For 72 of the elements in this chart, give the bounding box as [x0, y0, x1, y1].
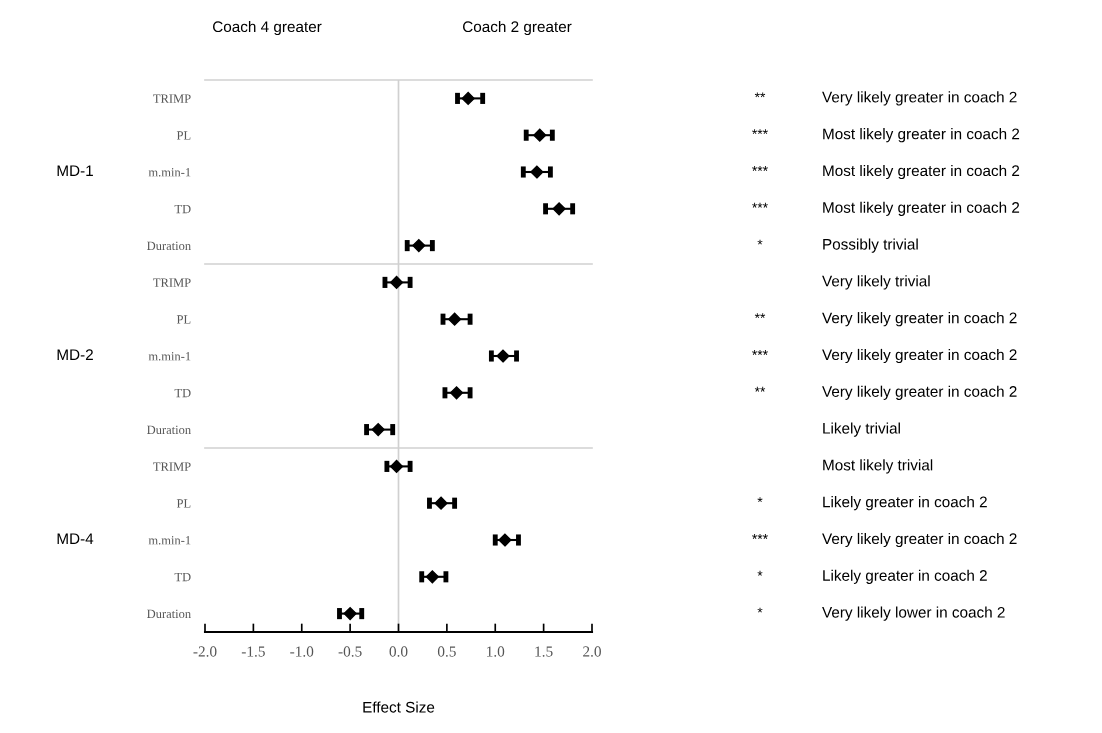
- y-tick-label: Duration: [147, 609, 191, 619]
- text: Very likely greater in coach 2: [822, 91, 1017, 106]
- x-tick-label: 1.5: [535, 646, 553, 657]
- text: Most likely greater in coach 2: [823, 201, 1020, 216]
- y-tick-label: Duration: [147, 425, 191, 435]
- point: [343, 607, 357, 621]
- y-tick-label: TRIMP: [153, 278, 191, 287]
- point: [461, 91, 475, 105]
- text: Very likely greater in coach 2: [822, 348, 1017, 364]
- text: Coach 4 greater: [213, 20, 322, 36]
- point: [412, 239, 426, 253]
- x-tick-label: -2.0: [193, 646, 217, 657]
- data-label: **: [754, 92, 766, 98]
- text: Most likely trivial: [823, 459, 933, 474]
- x-axis-title: Effect Size: [363, 701, 435, 713]
- data-label: **: [754, 313, 766, 319]
- y-tick-label: m.min-1: [148, 536, 191, 545]
- x-tick-label: -0.5: [338, 646, 362, 657]
- text: MD-2: [57, 349, 93, 360]
- y-tick-label: TD: [174, 572, 191, 582]
- y-tick-label: PL: [176, 131, 191, 140]
- x-tick-label: 2.0: [583, 646, 601, 657]
- y-tick-label: PL: [176, 315, 191, 324]
- point: [498, 533, 512, 547]
- x-tick-label: -1.0: [290, 646, 314, 657]
- text: Very likely greater in coach 2: [822, 312, 1017, 327]
- data-label: **: [754, 386, 766, 392]
- y-tick-label: m.min-1: [148, 168, 191, 177]
- data-label: ***: [752, 202, 768, 208]
- text: Likely trivial: [823, 422, 900, 437]
- text: Very likely greater in coach 2: [822, 532, 1017, 548]
- text: MD-1: [57, 165, 93, 176]
- point: [533, 128, 547, 142]
- text: Very likely lower in coach 2: [822, 606, 1005, 621]
- x-tick-label: 0.5: [437, 646, 456, 657]
- point: [552, 202, 566, 216]
- data-label: *: [757, 239, 763, 245]
- text: MD-4: [57, 533, 94, 544]
- x-tick-label: 1.0: [487, 646, 505, 657]
- point: [530, 165, 544, 179]
- data-label: ***: [752, 350, 768, 355]
- data-label: ***: [752, 534, 768, 539]
- text: Likely greater in coach 2: [823, 496, 987, 511]
- y-tick-label: PL: [176, 499, 191, 508]
- y-tick-label: TRIMP: [153, 462, 191, 471]
- data-label: *: [757, 497, 763, 503]
- text: Likely greater in coach 2: [823, 569, 987, 584]
- x-tick-label: -1.5: [241, 646, 265, 657]
- data-label: *: [757, 607, 763, 613]
- data-label: ***: [752, 129, 768, 135]
- text: Very likely greater in coach 2: [822, 385, 1017, 400]
- point: [434, 496, 448, 510]
- point: [448, 312, 462, 326]
- data-label: *: [757, 570, 763, 576]
- point: [389, 275, 404, 289]
- data-label: ***: [752, 166, 768, 171]
- y-tick-label: TD: [174, 204, 191, 214]
- point: [496, 349, 510, 363]
- point: [389, 459, 404, 473]
- point: [371, 423, 385, 437]
- point: [449, 386, 464, 400]
- x-tick-label: 0.0: [389, 646, 408, 657]
- y-tick-label: TD: [174, 388, 191, 398]
- text: Most likely greater in coach 2: [823, 128, 1020, 143]
- y-tick-label: TRIMP: [153, 94, 191, 103]
- y-tick-label: Duration: [147, 241, 191, 251]
- text: Coach 2 greater: [463, 20, 572, 36]
- y-tick-label: m.min-1: [148, 352, 191, 361]
- text: Possibly trivial: [823, 238, 918, 253]
- text: Most likely greater in coach 2: [823, 164, 1020, 180]
- text: Very likely trivial: [822, 275, 930, 290]
- point: [425, 570, 439, 584]
